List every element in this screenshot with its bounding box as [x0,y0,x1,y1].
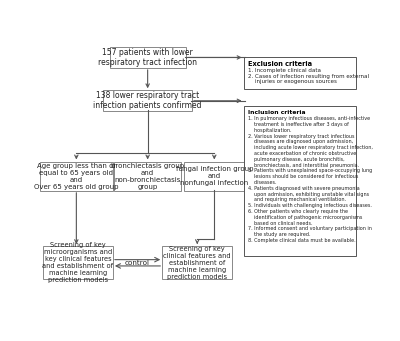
FancyBboxPatch shape [184,162,245,191]
FancyBboxPatch shape [114,162,181,191]
FancyBboxPatch shape [110,47,186,68]
Text: Age group less than or
equal to 65 years old
and
Over 65 years old group: Age group less than or equal to 65 years… [34,163,118,190]
Text: fungal infection group
and
nonfungal infection: fungal infection group and nonfungal inf… [176,166,253,186]
FancyBboxPatch shape [244,106,356,255]
FancyBboxPatch shape [43,246,113,279]
Text: Exclusion criteria: Exclusion criteria [248,61,312,67]
Text: Screening of key
microorganisms and
key clinical features
and establishment of
m: Screening of key microorganisms and key … [42,242,114,283]
Text: Screening of key
clinical features and
establishment of
machine learning
predict: Screening of key clinical features and e… [164,246,231,280]
Text: 1. In pulmonary infectious diseases, anti-infective
    treatment is ineffective: 1. In pulmonary infectious diseases, ant… [248,116,372,243]
FancyBboxPatch shape [103,90,192,111]
FancyBboxPatch shape [244,57,356,89]
FancyBboxPatch shape [40,162,113,191]
Text: 138 lower respiratory tract
infection patients confirmed: 138 lower respiratory tract infection pa… [94,91,202,110]
Text: 1. Incomplete clinical data
2. Cases of infection resulting from external
    in: 1. Incomplete clinical data 2. Cases of … [248,68,369,85]
Text: 157 patients with lower
respiratory tract infection: 157 patients with lower respiratory trac… [98,48,197,67]
FancyBboxPatch shape [162,246,232,279]
Text: control: control [125,260,150,266]
Text: bronchiectasis group
and
non-bronchiectasis
group: bronchiectasis group and non-bronchiecta… [111,163,184,190]
Text: Inclusion criteria: Inclusion criteria [248,109,305,115]
